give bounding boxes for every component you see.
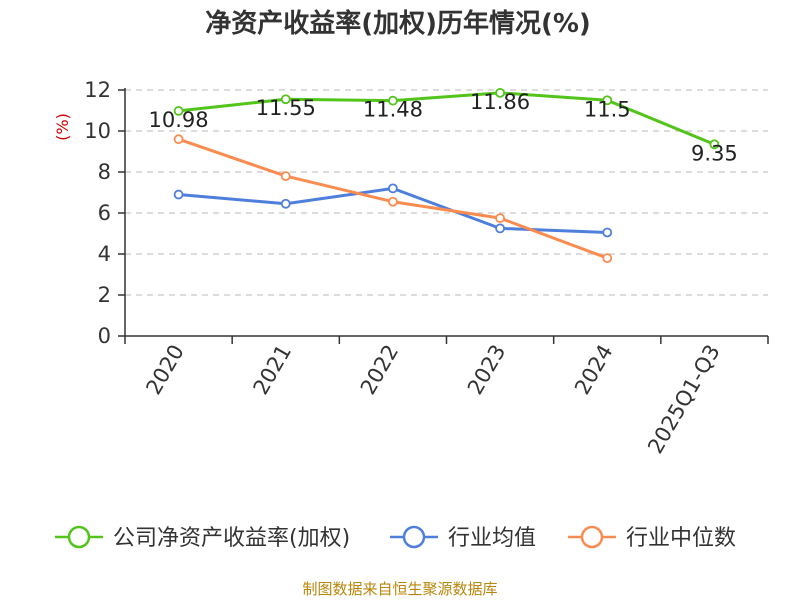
data-point bbox=[495, 223, 505, 234]
y-tick-label: 0 bbox=[98, 324, 111, 348]
legend-marker bbox=[580, 525, 604, 549]
x-tick-label: 2025Q1-Q3 bbox=[643, 341, 725, 458]
data-point bbox=[602, 95, 613, 106]
data-label: 11.86 bbox=[470, 90, 530, 114]
data-point bbox=[709, 139, 720, 150]
data-point bbox=[280, 198, 291, 209]
data-point bbox=[388, 196, 398, 207]
data-point bbox=[602, 227, 613, 238]
legend-marker bbox=[402, 525, 426, 549]
y-axis-label: (%) bbox=[53, 113, 72, 141]
data-label: 11.48 bbox=[363, 98, 423, 122]
legend-label: 行业均值 bbox=[448, 526, 536, 551]
data-point bbox=[280, 171, 291, 182]
y-tick-label: 2 bbox=[98, 283, 111, 307]
series-line-1 bbox=[178, 186, 608, 234]
data-point bbox=[173, 106, 184, 116]
legend-marker bbox=[67, 525, 91, 549]
x-tick-label: 2022 bbox=[356, 341, 404, 399]
y-tick-label: 4 bbox=[98, 242, 111, 266]
data-point bbox=[173, 189, 184, 200]
data-point bbox=[388, 183, 398, 194]
data-point bbox=[495, 87, 505, 98]
source-note: 制图数据来自恒生聚源数据库 bbox=[302, 580, 497, 598]
data-point bbox=[495, 213, 505, 224]
data-point bbox=[280, 94, 291, 105]
data-label: 11.55 bbox=[256, 96, 316, 120]
x-tick-label: 2020 bbox=[141, 341, 189, 399]
data-point bbox=[173, 134, 184, 145]
data-label: 11.5 bbox=[584, 97, 631, 121]
chart-title: 净资产收益率(加权)历年情况(%) bbox=[205, 8, 591, 39]
y-tick-label: 8 bbox=[98, 160, 111, 184]
data-label: 10.98 bbox=[149, 108, 209, 132]
y-tick-label: 12 bbox=[84, 78, 111, 102]
x-tick-label: 2023 bbox=[463, 341, 511, 399]
legend-label: 公司净资产收益率(加权) bbox=[113, 526, 350, 551]
y-tick-label: 10 bbox=[84, 119, 111, 143]
x-tick-label: 2024 bbox=[570, 341, 618, 399]
data-label: 9.35 bbox=[691, 141, 738, 165]
data-point bbox=[602, 253, 613, 264]
data-point bbox=[388, 95, 398, 106]
y-tick-label: 6 bbox=[98, 201, 111, 225]
x-tick-label: 2021 bbox=[249, 341, 297, 399]
legend-label: 行业中位数 bbox=[626, 526, 736, 551]
series-line-0 bbox=[178, 91, 715, 146]
